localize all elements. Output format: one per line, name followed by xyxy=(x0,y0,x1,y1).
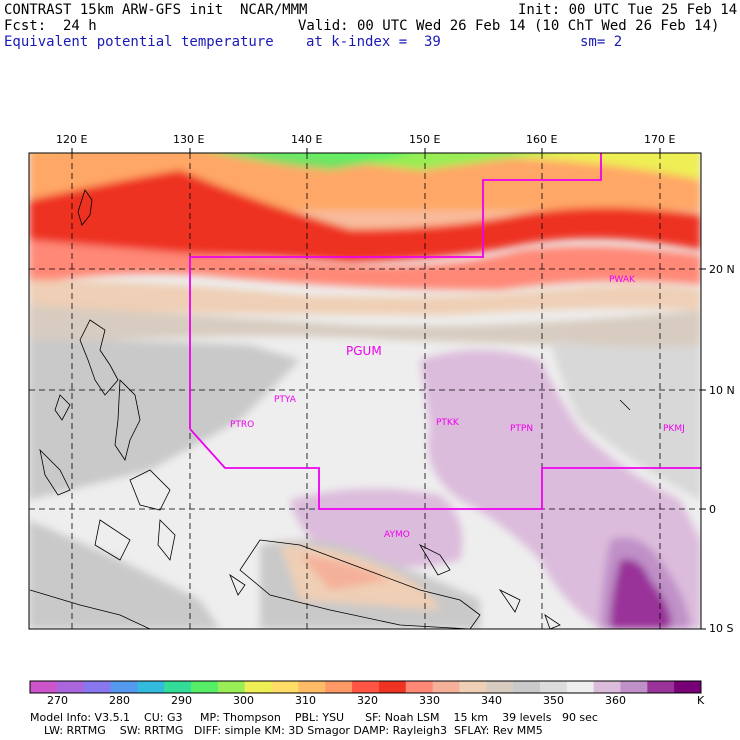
color-swatch xyxy=(191,681,219,693)
cb-tick-290: 290 xyxy=(171,694,192,707)
lon-label-130e: 130 E xyxy=(173,133,205,146)
color-swatch xyxy=(83,681,112,693)
station-ptpn: PTPN xyxy=(510,424,533,434)
color-swatch xyxy=(352,681,380,693)
color-swatch xyxy=(271,681,299,693)
model-info-line1: Model Info: V3.5.1 CU: G3 MP: Thompson P… xyxy=(30,711,598,724)
lon-label-150e: 150 E xyxy=(409,133,441,146)
model-info-line2: LW: RRTMG SW: RRTMG DIFF: simple KM: 3D … xyxy=(30,724,543,737)
coastlines xyxy=(29,189,631,629)
color-swatch xyxy=(593,681,621,693)
theta-e-field: PGUM PTYA PTRO PTKK PTPN PKMJ PWAK AYMO xyxy=(29,153,701,629)
lat-label-0: 0 xyxy=(709,503,716,516)
color-swatch xyxy=(647,681,675,693)
station-aymo: AYMO xyxy=(384,530,410,540)
color-swatch xyxy=(432,681,460,693)
station-ptro: PTRO xyxy=(230,420,254,430)
lon-label-170e: 170 E xyxy=(644,133,676,146)
color-swatch xyxy=(56,681,85,693)
lat-label-20n: 20 N xyxy=(709,263,735,276)
field-name: Equivalent potential temperature xyxy=(4,34,274,50)
station-pwak: PWAK xyxy=(609,275,636,285)
cb-tick-300: 300 xyxy=(233,694,254,707)
color-swatch xyxy=(620,681,648,693)
station-ptkk: PTKK xyxy=(436,418,460,428)
cb-tick-340: 340 xyxy=(481,694,502,707)
cb-tick-280: 280 xyxy=(109,694,130,707)
color-swatch xyxy=(459,681,487,693)
cb-tick-320: 320 xyxy=(357,694,378,707)
cb-tick-270: 270 xyxy=(47,694,68,707)
cb-tick-350: 350 xyxy=(543,694,564,707)
lon-label-140e: 140 E xyxy=(291,133,323,146)
color-swatch xyxy=(539,681,568,693)
station-pgum: PGUM xyxy=(346,344,382,358)
map-frame xyxy=(28,152,702,630)
forecast-hour: Fcst: 24 h xyxy=(4,18,97,34)
color-swatch xyxy=(566,681,595,693)
color-bar-frame xyxy=(29,680,702,694)
station-pkmj: PKMJ xyxy=(663,424,685,434)
chart-title: CONTRAST 15km ARW-GFS init NCAR/MMM xyxy=(4,2,308,18)
color-bar xyxy=(29,680,702,694)
init-time: Init: 00 UTC Tue 25 Feb 14 xyxy=(518,2,738,18)
color-swatch xyxy=(513,681,541,693)
color-swatch xyxy=(110,681,138,693)
color-swatch xyxy=(217,681,246,693)
lat-label-10s: 10 S xyxy=(709,622,734,635)
color-swatch xyxy=(137,681,165,693)
boundary-line xyxy=(189,153,701,510)
color-swatch xyxy=(164,681,192,693)
cb-tick-310: 310 xyxy=(295,694,316,707)
cb-tick-360: 360 xyxy=(605,694,626,707)
cb-unit: K xyxy=(697,694,705,707)
valid-time: Valid: 00 UTC Wed 26 Feb 14 (10 ChT Wed … xyxy=(298,18,720,34)
smoothing: sm= 2 xyxy=(580,34,623,50)
color-swatch xyxy=(298,681,326,693)
k-index: at k-index = 39 xyxy=(306,34,441,50)
lon-label-160e: 160 E xyxy=(526,133,558,146)
station-ptya: PTYA xyxy=(274,395,297,405)
cb-tick-330: 330 xyxy=(419,694,440,707)
station-labels: PGUM PTYA PTRO PTKK PTPN PKMJ PWAK AYMO xyxy=(230,275,685,540)
map-ticks xyxy=(71,148,706,630)
lon-label-120e: 120 E xyxy=(56,133,88,146)
color-swatch xyxy=(486,681,514,693)
color-swatch xyxy=(325,681,353,693)
color-swatch xyxy=(674,681,702,693)
color-swatch xyxy=(378,681,407,693)
color-swatch xyxy=(30,681,58,693)
lat-label-10n: 10 N xyxy=(709,384,735,397)
color-swatch xyxy=(244,681,273,693)
color-swatch xyxy=(405,681,434,693)
